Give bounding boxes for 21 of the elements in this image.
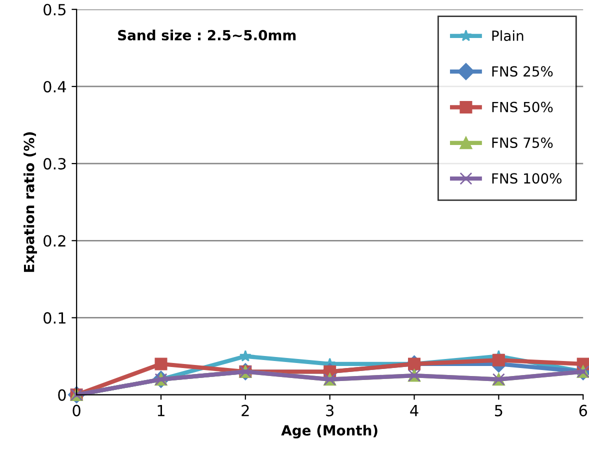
x-tick-label: 1 (158, 404, 164, 416)
legend-label: FNS 100% (492, 173, 562, 184)
x-tick-label: 4 (410, 404, 418, 416)
y-tick-label: 0.5 (44, 4, 66, 16)
x-axis-title: Age (Month) (281, 424, 378, 438)
y-tick-label: 0 (58, 389, 66, 401)
x-tick-label: 3 (326, 404, 334, 416)
y-tick-label: 0.2 (44, 235, 66, 247)
legend-label: FNS 25% (492, 66, 553, 77)
legend-label: FNS 50% (492, 102, 553, 112)
y-axis-title: Expation ratio (%) (24, 132, 37, 272)
y-tick-label: 0.1 (44, 312, 66, 324)
y-tick-label: 0.4 (44, 80, 66, 92)
legend-label: FNS 75% (492, 137, 553, 148)
y-tick-label: 0.3 (44, 158, 66, 170)
x-tick-label: 0 (72, 404, 80, 416)
legend-label: Plain (492, 30, 524, 41)
annotation: Sand size : 2.5~5.0mm (118, 30, 296, 40)
x-tick-label: 6 (579, 404, 588, 416)
x-tick-label: 5 (495, 404, 502, 416)
x-tick-label: 2 (242, 404, 249, 416)
